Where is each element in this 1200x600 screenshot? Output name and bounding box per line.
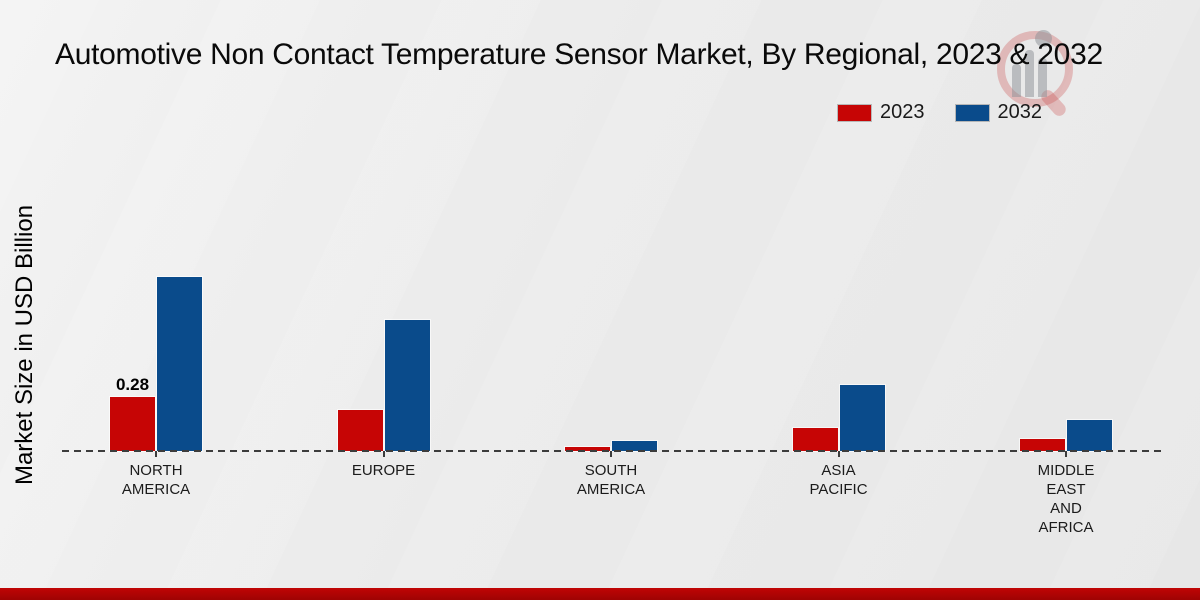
x-axis-label-asia-pacific: ASIA PACIFIC bbox=[809, 462, 868, 498]
x-axis-label-north-america: NORTH AMERICA bbox=[121, 462, 191, 498]
legend-label-2023: 2023 bbox=[880, 101, 925, 123]
bar-value-label: 0.28 bbox=[115, 375, 150, 394]
x-axis-tick bbox=[382, 451, 385, 457]
watermark-chart-bar-icon bbox=[1025, 50, 1034, 97]
watermark-chart-bar-icon bbox=[1012, 64, 1021, 97]
bar-2023-south-america bbox=[565, 447, 610, 451]
y-axis-title: Market Size in USD Billion bbox=[11, 204, 38, 486]
footer-accent-bar bbox=[0, 588, 1200, 600]
watermark-person-icon bbox=[1035, 30, 1052, 47]
bar-2032-north-america bbox=[157, 277, 202, 451]
legend-swatch-2032 bbox=[955, 104, 989, 121]
x-axis-line bbox=[62, 450, 1165, 452]
watermark-chart-bar-icon bbox=[1038, 58, 1047, 97]
bar-2032-middle-east-and-africa bbox=[1067, 420, 1112, 451]
chart-title: Automotive Non Contact Temperature Senso… bbox=[55, 38, 1103, 71]
x-axis-tick bbox=[837, 451, 840, 457]
legend-item-2023: 2023 bbox=[838, 101, 925, 124]
bar-2032-europe bbox=[384, 320, 430, 451]
bar-2023-north-america bbox=[110, 397, 155, 451]
x-axis-label-europe: EUROPE bbox=[351, 462, 416, 479]
legend: 2023 2032 bbox=[838, 101, 1042, 124]
bar-2032-south-america bbox=[612, 441, 657, 451]
x-axis-label-middle-east-and-africa: MIDDLE EAST AND AFRICA bbox=[1037, 462, 1095, 536]
legend-swatch-2023 bbox=[838, 104, 871, 121]
legend-item-2032: 2032 bbox=[955, 101, 1043, 124]
bar-2023-middle-east-and-africa bbox=[1020, 439, 1065, 451]
bar-2023-asia-pacific bbox=[792, 428, 838, 451]
legend-label-2032: 2032 bbox=[997, 101, 1043, 123]
x-axis-label-south-america: SOUTH AMERICA bbox=[576, 462, 646, 498]
x-axis-tick bbox=[155, 451, 157, 457]
bar-2023-europe bbox=[337, 410, 383, 451]
x-axis-tick bbox=[1065, 451, 1067, 457]
x-axis-tick bbox=[610, 451, 612, 457]
bar-2032-asia-pacific bbox=[839, 385, 885, 451]
